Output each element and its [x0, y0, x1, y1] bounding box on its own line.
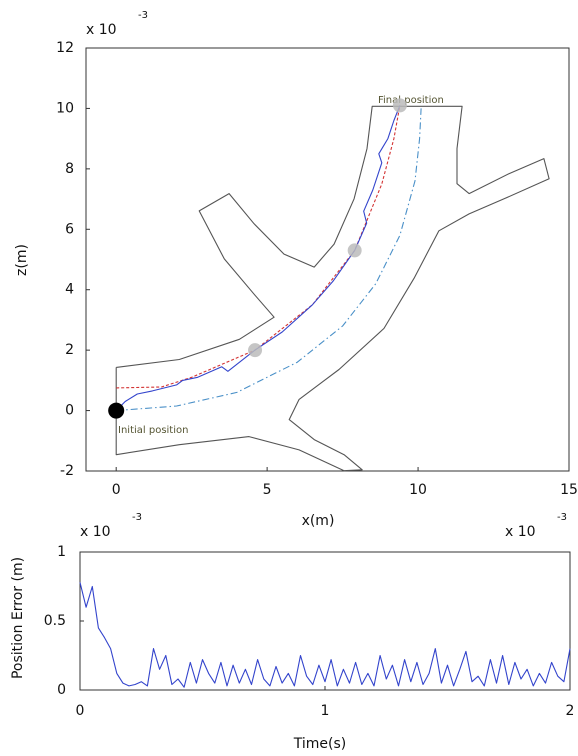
y-axis-label: Position Error (m) — [10, 557, 26, 679]
annotation: Initial position — [118, 425, 188, 436]
y-tick-label: 12 — [56, 40, 74, 56]
y-tick-label: 4 — [65, 282, 74, 298]
scale-exponent: -3 — [557, 512, 567, 523]
scale-base: x 10 — [80, 524, 111, 540]
scale-exponent: -3 — [132, 512, 142, 523]
x-tick-label: 15 — [560, 482, 578, 498]
y-tick-label: 6 — [65, 221, 74, 237]
y-tick-label: 8 — [65, 161, 74, 177]
y-tick-label: 0 — [65, 403, 74, 419]
marker — [108, 402, 125, 419]
marker — [347, 243, 362, 258]
annotation: Final position — [378, 95, 444, 106]
series-line — [116, 108, 422, 412]
y-tick-label: 0.5 — [44, 613, 66, 629]
plot-frame — [79, 551, 571, 691]
y-tick-label: 1 — [57, 544, 66, 560]
x-tick-label: 5 — [263, 482, 272, 498]
scale-exponent: -3 — [138, 10, 148, 21]
y-tick-label: -2 — [60, 463, 74, 479]
scale-base: x 10 — [505, 524, 536, 540]
series-line — [116, 105, 401, 389]
marker — [248, 343, 263, 358]
x-tick-label: 2 — [566, 703, 575, 719]
marker — [392, 98, 407, 113]
y-axis-label: z(m) — [14, 244, 30, 276]
x-tick-label: 10 — [409, 482, 427, 498]
series-line — [115, 105, 401, 411]
plot-frame — [85, 47, 570, 472]
x-tick-label: 1 — [321, 703, 330, 719]
series-line — [79, 582, 571, 688]
y-tick-label: 10 — [56, 100, 74, 116]
series-line — [115, 105, 550, 472]
y-tick-label: 0 — [57, 682, 66, 698]
x-axis-label: Time(s) — [293, 736, 346, 752]
x-tick-label: 0 — [112, 482, 121, 498]
x-axis-label: x(m) — [302, 513, 335, 529]
y-tick-label: 2 — [65, 342, 74, 358]
x-tick-label: 0 — [76, 703, 85, 719]
scale-base: x 10 — [86, 22, 117, 38]
